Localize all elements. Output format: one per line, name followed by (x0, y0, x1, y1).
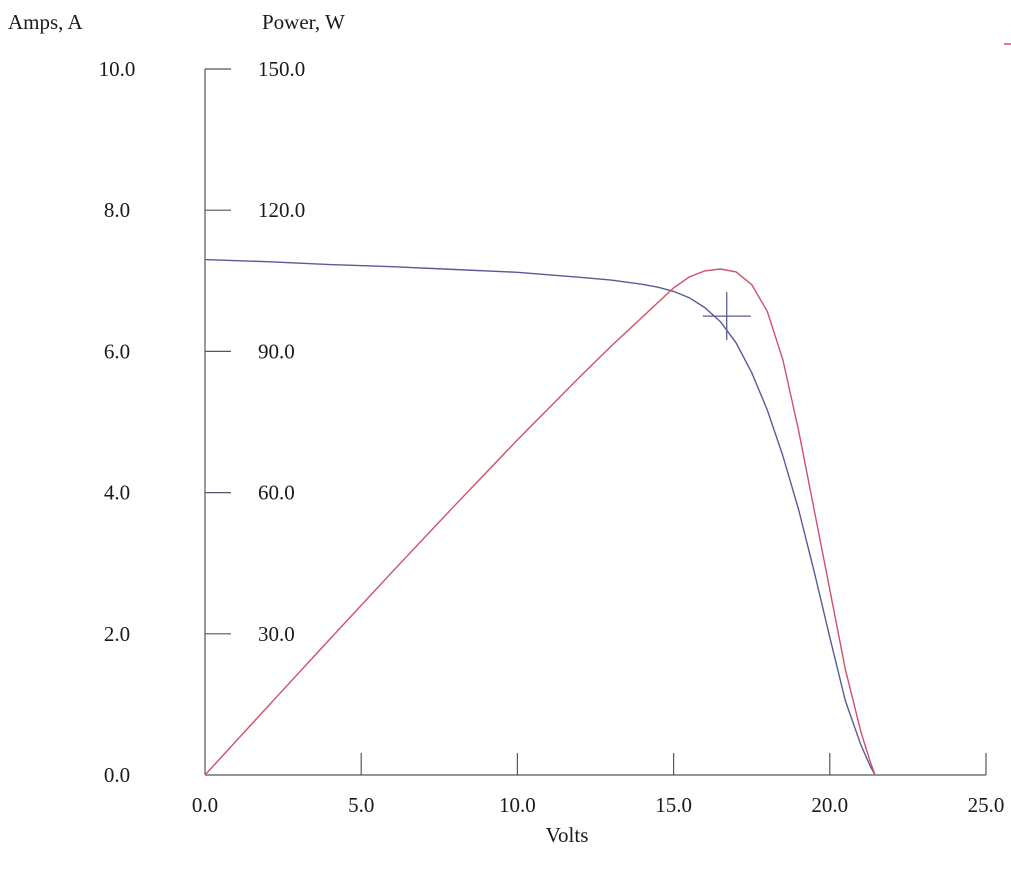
current-curve (204, 258, 876, 776)
y-left-tick-label: 8.0 (104, 198, 130, 222)
y-left-tick-label: 0.0 (104, 763, 130, 787)
y-left-tick-label: 10.0 (99, 57, 136, 81)
left-axis-title: Amps, A (8, 10, 84, 34)
y-left-tick-label: 2.0 (104, 622, 130, 646)
y-right-tick-label: 30.0 (258, 622, 295, 646)
y-right-tick-label: 120.0 (258, 198, 305, 222)
ticks: 0.0 5.0 10.0 15.0 20.0 25.0 0.0 2.0 4.0 6.0 8.0 10.… (99, 57, 1005, 817)
y-right-tick-label: 60.0 (258, 481, 295, 505)
axes (204, 69, 986, 776)
x-tick-label: 20.0 (811, 793, 848, 817)
power-curve (204, 268, 876, 776)
x-axis-title: Volts (546, 823, 589, 847)
series (204, 258, 876, 776)
x-tick-label: 10.0 (499, 793, 536, 817)
y-right-tick-label: 90.0 (258, 339, 295, 363)
right-axis-title: Power, W (262, 10, 345, 34)
y-right-tick-label: 150.0 (258, 57, 305, 81)
x-tick-label: 5.0 (348, 793, 374, 817)
x-tick-label: 25.0 (968, 793, 1005, 817)
x-tick-label: 15.0 (655, 793, 692, 817)
x-tick-label: 0.0 (192, 793, 218, 817)
y-left-tick-label: 4.0 (104, 481, 130, 505)
y-left-tick-label: 6.0 (104, 339, 130, 363)
marker (702, 43, 1011, 341)
